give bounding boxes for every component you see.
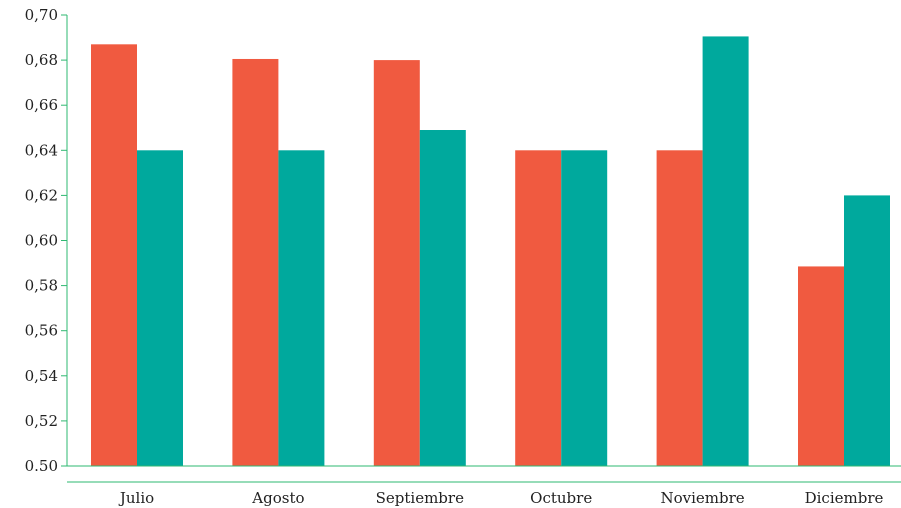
y-tick-label: 0,68 (25, 51, 58, 69)
bar-series2-octubre (561, 150, 608, 467)
y-tick-label: 0,66 (25, 96, 58, 114)
x-axis-categories: Julio Agosto Septiembre Octubre Noviembre Dic… (118, 489, 884, 507)
bar-series2-septiembre (419, 130, 466, 466)
y-tick-label: 0,52 (25, 412, 58, 430)
y-tick-label: 0,54 (25, 367, 58, 385)
x-category-label: Agosto (251, 489, 304, 507)
x-category-label: Noviembre (661, 489, 745, 507)
bar-series1-julio (91, 44, 137, 466)
bar-series2-noviembre (702, 36, 749, 467)
bar-series1-septiembre (373, 60, 420, 466)
x-category-label: Septiembre (376, 489, 464, 507)
y-tick-label: 0,58 (25, 277, 58, 295)
y-tick-label: 0,60 (25, 232, 58, 250)
y-tick-label: 0,62 (25, 186, 58, 204)
y-tick-label: 0.50 (25, 457, 58, 475)
y-axis-ticks: 0.50 0,52 0,54 0,56 0,58 0,60 0,62 0,64 0,66 0,68… (25, 6, 67, 475)
y-tick-label: 0,64 (25, 141, 58, 159)
bar-series2-agosto (278, 150, 325, 467)
x-category-label: Julio (118, 489, 154, 507)
bar-series2-diciembre (844, 195, 890, 466)
bars-layer (91, 36, 890, 467)
bar-series1-octubre (515, 150, 562, 467)
y-tick-label: 0,56 (25, 322, 58, 340)
x-category-label: Diciembre (805, 489, 884, 507)
bar-series2-julio (137, 150, 183, 467)
bar-series1-noviembre (656, 150, 703, 467)
y-tick-label: 0,70 (25, 6, 58, 24)
bar-series1-diciembre (798, 266, 844, 466)
x-category-label: Octubre (530, 489, 592, 507)
bar-series1-agosto (232, 58, 279, 466)
